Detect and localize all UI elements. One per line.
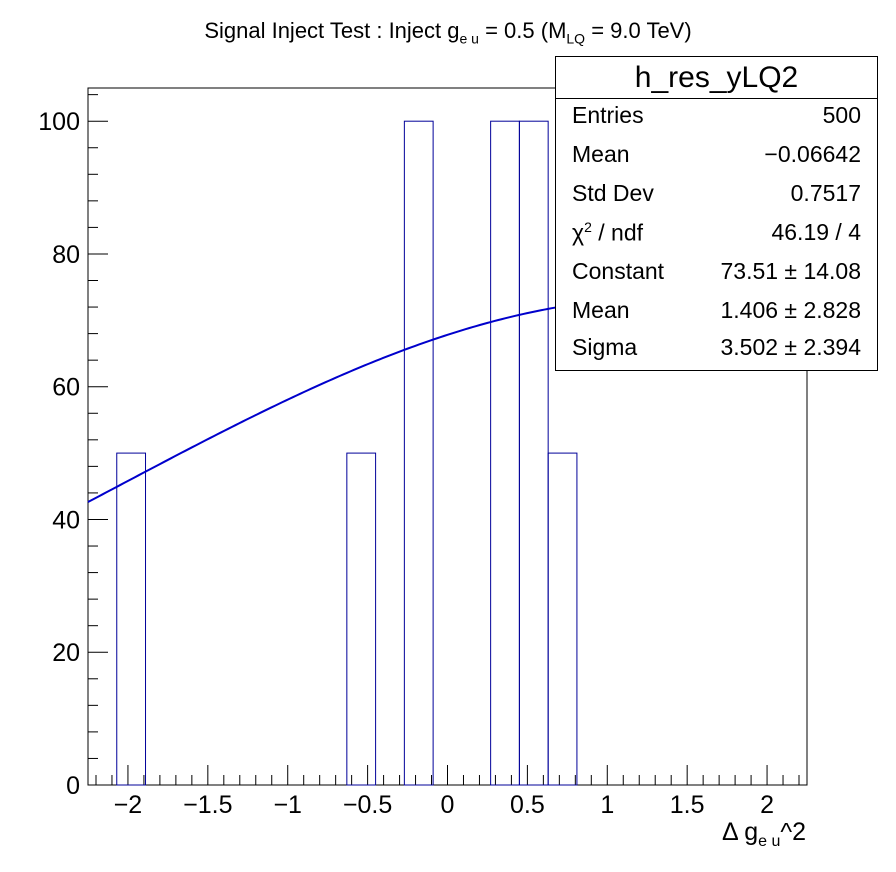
x-tick-label: 0.5 — [510, 791, 545, 819]
x-axis-label: Δ ge u^2 — [721, 818, 806, 850]
axis-ticks — [88, 94, 800, 786]
stats-box: h_res_yLQ2 Entries 500 Mean −0.06642 Std… — [555, 56, 878, 371]
x-tick-label: −2 — [114, 791, 143, 819]
stats-row-entries: Entries 500 — [572, 102, 861, 128]
histogram-bin — [518, 120, 549, 786]
x-tick-label: 0 — [441, 791, 455, 819]
stats-row-chi2-ndf: χ2 / ndf 46.19 / 4 — [572, 219, 861, 246]
y-tick-label: 60 — [52, 374, 80, 402]
chart-title: Signal Inject Test : Inject ge u = 0.5 (… — [204, 18, 692, 47]
y-tick-label: 80 — [52, 241, 80, 269]
y-tick-label: 20 — [52, 639, 80, 667]
y-tick-label: 40 — [52, 506, 80, 534]
y-tick-label: 100 — [38, 108, 80, 136]
stats-row-std-dev: Std Dev 0.7517 — [572, 180, 861, 206]
stats-row-sigma: Sigma 3.502 ± 2.394 — [572, 334, 861, 360]
stats-row-mean: Mean −0.06642 — [572, 141, 861, 167]
stats-box-title: h_res_yLQ2 — [556, 57, 877, 99]
x-tick-label: −1.5 — [183, 791, 232, 819]
histogram-bin — [490, 120, 520, 786]
stats-row-constant: Constant 73.51 ± 14.08 — [572, 258, 861, 284]
y-tick-label: 0 — [66, 772, 80, 800]
histogram-bins — [116, 120, 578, 786]
x-tick-label: 2 — [760, 791, 774, 819]
x-tick-label: 1 — [600, 791, 614, 819]
histogram-bin — [346, 452, 377, 786]
histogram-bin — [547, 452, 578, 786]
x-tick-label: 1.5 — [670, 791, 705, 819]
x-tick-label: −1 — [273, 791, 302, 819]
histogram-bin — [403, 120, 434, 786]
histogram-bin — [116, 452, 147, 786]
x-tick-label: −0.5 — [343, 791, 392, 819]
stats-row-fit-mean: Mean 1.406 ± 2.828 — [572, 297, 861, 323]
